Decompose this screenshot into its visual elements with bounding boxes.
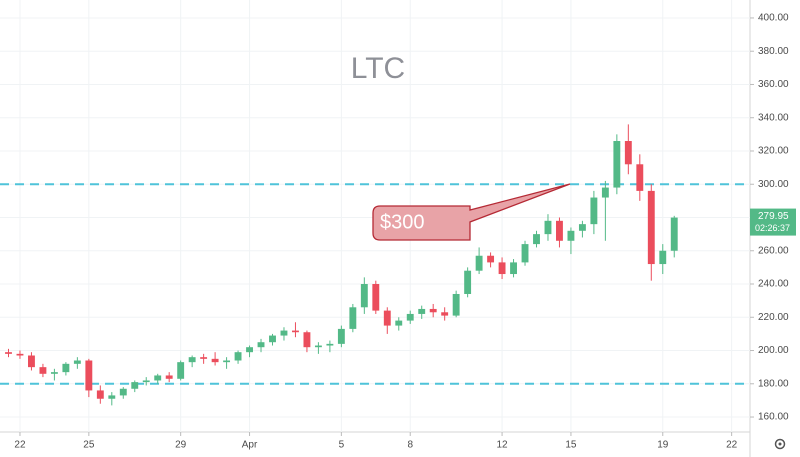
y-tick-label: 220.00 xyxy=(758,312,789,323)
candle-body xyxy=(62,363,70,373)
candle-body xyxy=(39,367,47,374)
candle-body xyxy=(5,352,12,354)
candle-body xyxy=(636,164,644,191)
x-tick-label: 22 xyxy=(14,440,26,451)
candle-body xyxy=(670,217,678,251)
y-tick-label: 400.00 xyxy=(758,13,789,24)
candle-body xyxy=(521,244,529,263)
x-tick-label: 22 xyxy=(726,440,738,451)
y-tick-label: 380.00 xyxy=(758,46,789,57)
candle-body xyxy=(613,141,621,188)
candle-body xyxy=(567,230,575,241)
price-tag-countdown: 02:26:37 xyxy=(755,223,790,233)
candle-body xyxy=(360,284,368,308)
candle-body xyxy=(464,270,472,294)
candle-body xyxy=(590,197,598,225)
chart-title: LTC xyxy=(351,52,405,85)
candle-body xyxy=(624,141,632,165)
candle-body xyxy=(395,320,403,326)
price-tag-value: 279.95 xyxy=(758,211,789,222)
candle-body xyxy=(73,360,81,364)
x-tick-label: 15 xyxy=(565,440,577,451)
candle-body xyxy=(337,328,345,344)
x-tick-label: 25 xyxy=(83,440,95,451)
candle-body xyxy=(383,310,391,326)
y-tick-label: 240.00 xyxy=(758,279,789,290)
gear[interactable] xyxy=(774,438,786,450)
candles xyxy=(5,124,678,406)
candle-body xyxy=(223,360,231,363)
candle-body xyxy=(487,255,495,263)
candle-body xyxy=(188,357,196,363)
candle-body xyxy=(131,382,139,389)
candle-body xyxy=(280,330,288,336)
x-tick-label: Apr xyxy=(242,440,258,451)
candle-body xyxy=(659,250,667,265)
candle-body xyxy=(108,395,116,399)
candle-body xyxy=(452,293,460,316)
candle-body xyxy=(556,220,563,241)
candle-body xyxy=(154,375,162,381)
callout-text: $300 xyxy=(380,211,425,233)
candle-body xyxy=(96,390,104,399)
candle-body xyxy=(246,347,253,353)
candle-body xyxy=(28,355,35,368)
candle-body xyxy=(510,262,517,275)
x-tick-label: 5 xyxy=(339,440,345,451)
candle-body xyxy=(234,352,242,361)
candle-body xyxy=(211,358,219,363)
candle-body xyxy=(119,388,127,396)
candle-body xyxy=(406,313,414,321)
y-tick-label: 200.00 xyxy=(758,345,789,356)
y-tick-label: 180.00 xyxy=(758,378,789,389)
candle-body xyxy=(372,284,380,311)
candle-body xyxy=(578,224,586,231)
candle-body xyxy=(200,357,208,359)
y-tick-label: 320.00 xyxy=(758,146,789,157)
candle-body xyxy=(165,375,173,379)
x-tick-label: 29 xyxy=(175,440,187,451)
candle-body xyxy=(16,353,24,356)
x-tick-label: 8 xyxy=(407,440,413,451)
y-tick-label: 160.00 xyxy=(758,412,789,423)
candle-body xyxy=(647,190,655,265)
y-tick-label: 260.00 xyxy=(758,245,789,256)
candle-body xyxy=(303,332,311,348)
x-tick-label: 19 xyxy=(657,440,669,451)
candle-body xyxy=(498,262,506,275)
candle-body xyxy=(292,330,299,333)
y-tick-label: 340.00 xyxy=(758,112,789,123)
candle-body xyxy=(314,345,322,348)
candle-body xyxy=(257,342,265,348)
candle-body xyxy=(269,335,276,343)
candle-body xyxy=(85,360,93,391)
callout: $300 xyxy=(372,183,571,241)
candle-body xyxy=(142,380,150,383)
x-tick-label: 12 xyxy=(497,440,509,451)
candle-body xyxy=(544,220,552,235)
price-tag-box xyxy=(750,208,796,236)
y-tick-label: 360.00 xyxy=(758,79,789,90)
candle-body xyxy=(441,312,449,316)
gear-center[interactable] xyxy=(778,442,782,446)
candle-body xyxy=(418,308,426,314)
candle-body xyxy=(475,255,483,271)
candle-body xyxy=(326,343,334,346)
y-tick-label: 300.00 xyxy=(758,179,789,190)
settings-icon[interactable] xyxy=(774,438,786,450)
candle-body xyxy=(177,362,185,379)
candle-body xyxy=(601,187,609,198)
candle-body xyxy=(349,307,357,329)
candle-body xyxy=(50,372,58,374)
candle-body xyxy=(429,308,437,313)
candle-body xyxy=(533,234,540,245)
callout-box xyxy=(372,183,571,241)
